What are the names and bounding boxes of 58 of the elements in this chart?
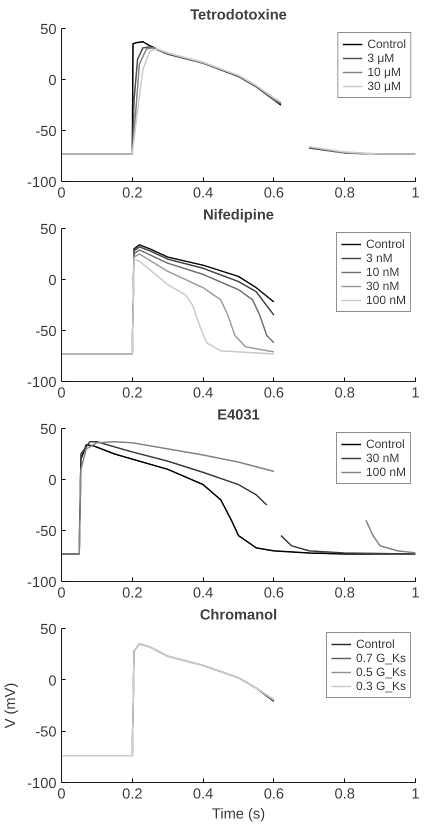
chart-title: Tetrodotoxine bbox=[190, 8, 287, 24]
x-axis-title: Time (s) bbox=[212, 806, 266, 822]
y-tick-label: 0 bbox=[48, 473, 57, 489]
chart-title: Nifedipine bbox=[203, 208, 274, 224]
x-tick-label: 0.8 bbox=[334, 786, 355, 802]
legend-label: Control bbox=[366, 237, 405, 251]
chart-title: E4031 bbox=[217, 408, 260, 424]
x-tick-label: 1 bbox=[411, 186, 420, 202]
x-tick-label: 0.6 bbox=[264, 586, 284, 602]
y-tick-label: -100 bbox=[27, 375, 57, 391]
y-tick-label: 50 bbox=[40, 22, 57, 38]
y-tick-label: 0 bbox=[48, 273, 57, 289]
y-tick-label: 50 bbox=[40, 222, 57, 238]
chart-title: Chromanol bbox=[200, 608, 278, 624]
x-tick-label: 0.4 bbox=[192, 386, 214, 402]
y-tick-label: 0 bbox=[48, 673, 57, 690]
y-tick-label: -100 bbox=[27, 776, 57, 792]
y-tick-label: 0 bbox=[48, 73, 57, 89]
x-tick-label: 1 bbox=[411, 386, 420, 402]
legend-label: 10 nM bbox=[366, 265, 400, 279]
x-tick-label: 0.6 bbox=[264, 386, 284, 402]
x-tick-label: 0.6 bbox=[264, 786, 284, 802]
y-axis-title: V (mV) bbox=[3, 682, 20, 728]
x-tick-label: 0.4 bbox=[192, 186, 214, 202]
x-tick-label: 0.6 bbox=[264, 186, 284, 202]
legend-label: 0.7 G_Ks bbox=[356, 651, 406, 665]
y-tick-label: -50 bbox=[35, 524, 57, 540]
x-tick-label: 0.2 bbox=[122, 786, 142, 802]
x-tick-label: 0.2 bbox=[122, 386, 142, 402]
y-tick-label: -100 bbox=[27, 175, 57, 191]
x-tick-label: 0.2 bbox=[122, 186, 142, 202]
legend-label: 100 nM bbox=[366, 465, 406, 479]
legend-label: 0.5 G_Ks bbox=[356, 665, 406, 679]
legend-label: 10 μM bbox=[367, 65, 401, 79]
y-tick-label: -50 bbox=[35, 124, 57, 140]
x-tick-label: 0.8 bbox=[334, 186, 355, 202]
legend-label: Control bbox=[367, 37, 406, 51]
x-tick-label: 1 bbox=[411, 786, 420, 802]
x-tick-label: 0.8 bbox=[334, 386, 355, 402]
legend-label: 3 nM bbox=[366, 251, 393, 265]
legend-label: Control bbox=[366, 437, 405, 451]
legend-label: Control bbox=[356, 637, 395, 651]
x-tick-label: 0.4 bbox=[192, 586, 214, 602]
y-tick-label: -50 bbox=[35, 724, 57, 741]
x-tick-label: 0.8 bbox=[334, 586, 355, 602]
y-tick-label: 50 bbox=[40, 422, 57, 438]
legend-label: 30 nM bbox=[366, 451, 400, 465]
x-tick-label: 0.2 bbox=[122, 586, 142, 602]
legend-label: 30 μM bbox=[367, 79, 401, 93]
y-tick-label: -100 bbox=[27, 575, 57, 591]
y-tick-label: -50 bbox=[35, 324, 57, 340]
y-tick-label: 50 bbox=[40, 622, 57, 638]
legend-label: 100 nM bbox=[366, 293, 406, 307]
x-tick-label: 1 bbox=[411, 586, 420, 602]
legend-label: 0.3 G_Ks bbox=[356, 679, 406, 693]
x-tick-label: 0.4 bbox=[192, 786, 214, 802]
legend-label: 30 nM bbox=[366, 279, 400, 293]
legend-label: 3 μM bbox=[367, 51, 394, 65]
